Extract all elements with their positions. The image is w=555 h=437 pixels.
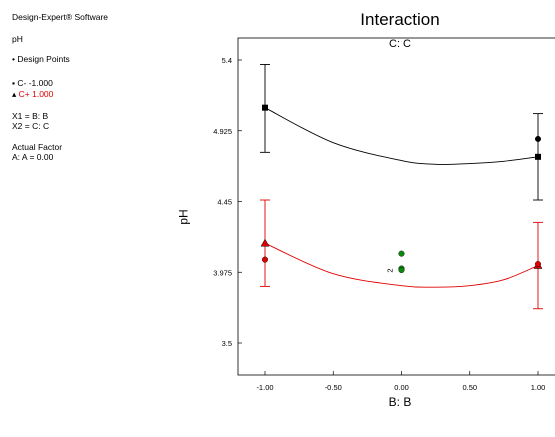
- actual-factor-header: Actual Factor: [12, 142, 63, 152]
- design-point: [535, 135, 542, 142]
- square-marker-icon: ▪: [12, 78, 16, 88]
- series-low-legend: ▪ C- -1.000: [12, 78, 53, 88]
- x1-label: X1 = B: B: [12, 111, 49, 121]
- square-marker: [535, 153, 541, 160]
- center-point-count-label: 2: [386, 268, 395, 272]
- x-tick-label: 0.00: [394, 383, 409, 392]
- y-tick-label: 4.925: [213, 127, 232, 136]
- software-label: Design-Expert® Software: [12, 12, 109, 22]
- x2-label: X2 = C: C: [12, 121, 50, 131]
- x-axis-label: B: B: [388, 395, 412, 409]
- y-tick-label: 3.5: [222, 339, 232, 348]
- design-point: [535, 261, 542, 268]
- series-line: [264, 242, 539, 288]
- design-points-text: Design Points: [17, 54, 70, 64]
- y-tick-label: 5.4: [222, 56, 232, 65]
- y-tick-label: 3.975: [213, 268, 232, 277]
- design-points-label: • Design Points: [12, 54, 70, 64]
- response-label: pH: [12, 34, 23, 44]
- x-tick-label: -1.00: [256, 383, 273, 392]
- triangle-marker: [260, 238, 270, 247]
- series-line: [264, 107, 539, 165]
- square-marker: [262, 104, 268, 111]
- series-low-text: C- -1.000: [17, 78, 53, 88]
- x-tick-label: 1.00: [531, 383, 546, 392]
- actual-factor-value: A: A = 0.00: [12, 152, 54, 162]
- x-tick-label: 0.50: [462, 383, 477, 392]
- center-point: [398, 250, 405, 257]
- y-tick-label: 4.45: [217, 198, 232, 207]
- chart-title: Interaction: [360, 10, 440, 29]
- series-high-text: C+ 1.000: [18, 89, 54, 99]
- design-point-bullet-icon: •: [12, 54, 15, 64]
- design-point: [262, 256, 269, 263]
- center-point: [398, 267, 405, 274]
- x-tick-label: -0.50: [325, 383, 342, 392]
- plot-frame: [237, 37, 555, 376]
- series-high-legend: ▴ C+ 1.000: [12, 89, 53, 99]
- triangle-marker-icon: ▴: [12, 89, 17, 99]
- chart-subtitle: C: C: [389, 38, 411, 50]
